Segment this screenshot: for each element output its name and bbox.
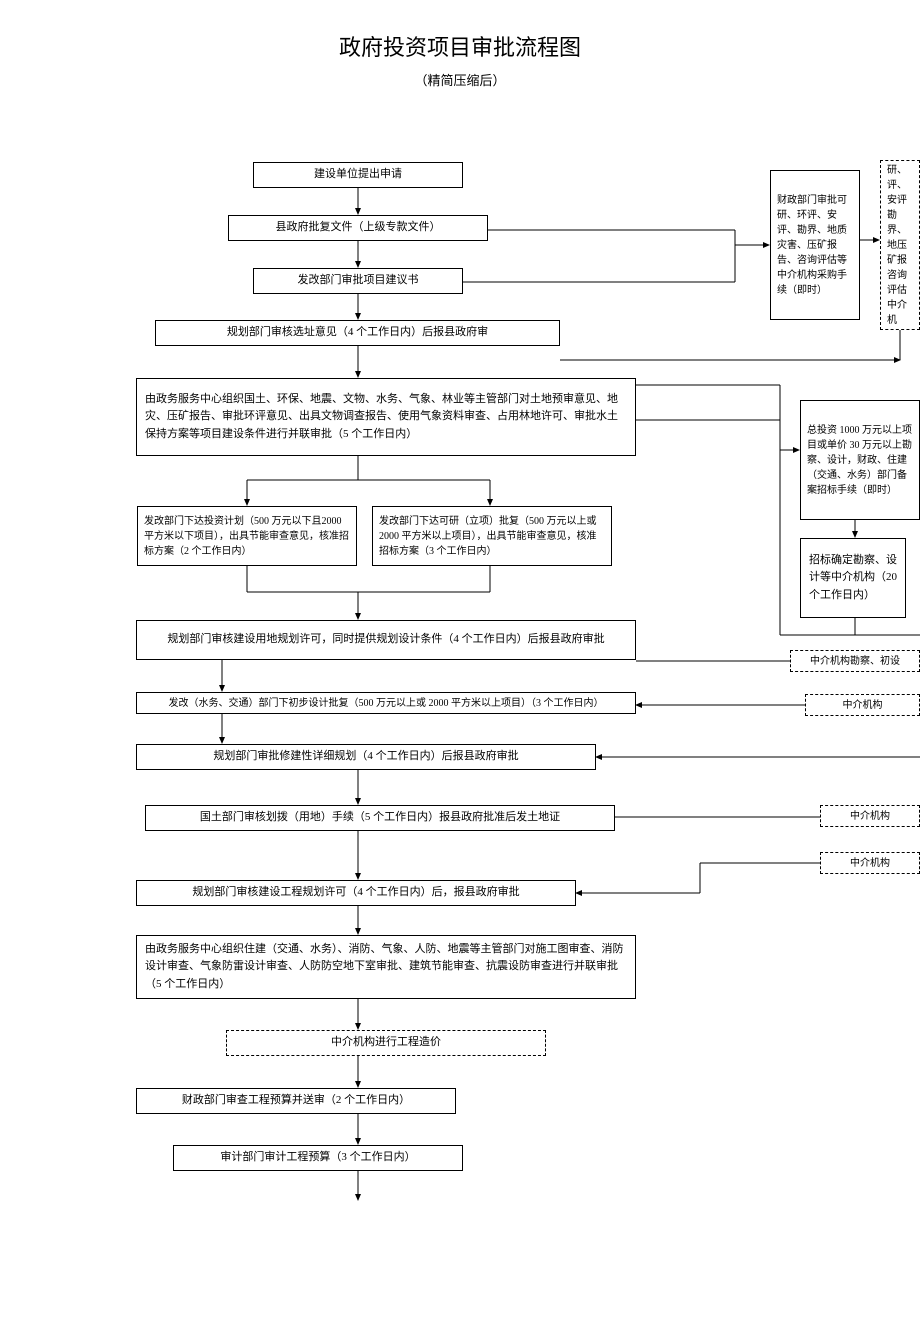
- node-detail-plan: 规划部门审批修建性详细规划（4 个工作日内）后报县政府审批: [136, 744, 596, 770]
- node-label: 国土部门审核划拨（用地）手续（5 个工作日内）报县政府批准后发土地证: [200, 809, 560, 827]
- node-label: 中介机构勘察、初设: [810, 654, 900, 669]
- node-cost-estimate: 中介机构进行工程造价: [226, 1030, 546, 1056]
- page-subtitle: （精简压缩后）: [0, 70, 920, 89]
- node-label: 总投资 1000 万元以上项目或单价 30 万元以上勘察、设计，财政、住建（交通…: [807, 423, 913, 498]
- node-label: 招标确定勘察、设计等中介机构（20 个工作日内）: [809, 552, 897, 605]
- node-label: 发改（水务、交通）部门下初步设计批复（500 万元以上或 2000 平方米以上项…: [169, 696, 604, 711]
- node-label: 财政部门审批可研、环评、安评、勘界、地质灾害、压矿报告、咨询评估等中介机构采购手…: [777, 193, 853, 298]
- node-budget-review: 财政部门审查工程预算并送审（2 个工作日内）: [136, 1088, 456, 1114]
- node-label: 财政部门审查工程预算并送审（2 个工作日内）: [182, 1092, 410, 1110]
- node-label: 发改部门下达可研（立项）批复（500 万元以上或 2000 平方米以上项目），出…: [379, 514, 605, 559]
- node-label: 县政府批复文件（上级专款文件）: [276, 219, 441, 237]
- side-finance-approve: 财政部门审批可研、环评、安评、勘界、地质灾害、压矿报告、咨询评估等中介机构采购手…: [770, 170, 860, 320]
- node-fagai-proposal: 发改部门审批项目建议书: [253, 268, 463, 294]
- node-apply: 建设单位提出申请: [253, 162, 463, 188]
- page-title: 政府投资项目审批流程图: [0, 30, 920, 62]
- node-invest-plan-b: 发改部门下达可研（立项）批复（500 万元以上或 2000 平方米以上项目），出…: [372, 506, 612, 566]
- node-label: 由政务服务中心组织国土、环保、地震、文物、水务、气象、林业等主管部门对土地预审意…: [145, 391, 627, 444]
- side-intermediary-2: 中介机构: [805, 694, 920, 716]
- node-construction-permit: 规划部门审核建设工程规划许可（4 个工作日内）后，报县政府审批: [136, 880, 576, 906]
- node-land-cert: 国土部门审核划拨（用地）手续（5 个工作日内）报县政府批准后发土地证: [145, 805, 615, 831]
- node-label: 发改部门审批项目建议书: [298, 272, 419, 290]
- node-label: 采购中心购可研、评、安评勘界、地压矿报咨询评估中介机（5-7 日工作）: [887, 160, 913, 330]
- node-label: 由政务服务中心组织住建（交通、水务）、消防、气象、人防、地震等主管部门对施工图审…: [145, 941, 627, 994]
- node-label: 规划部门审核建设用地规划许可，同时提供规划设计条件（4 个工作日内）后报县政府审…: [167, 631, 604, 649]
- node-land-planning-permit: 规划部门审核建设用地规划许可，同时提供规划设计条件（4 个工作日内）后报县政府审…: [136, 620, 636, 660]
- side-purchase-center: 采购中心购可研、评、安评勘界、地压矿报咨询评估中介机（5-7 日工作）: [880, 160, 920, 330]
- side-intermediary-3: 中介机构: [820, 805, 920, 827]
- node-label: 审计部门审计工程预算（3 个工作日内）: [220, 1149, 415, 1167]
- node-label: 中介机构: [850, 809, 890, 824]
- node-planning-site: 规划部门审核选址意见（4 个工作日内）后报县政府审: [155, 320, 560, 346]
- side-intermediary-4: 中介机构: [820, 852, 920, 874]
- node-label: 中介机构进行工程造价: [331, 1034, 441, 1052]
- node-invest-plan-a: 发改部门下达投资计划（500 万元以下且2000 平方米以下项目），出具节能审查…: [137, 506, 357, 566]
- node-label: 建设单位提出申请: [314, 166, 402, 184]
- node-label: 中介机构: [843, 698, 883, 713]
- node-county-approve: 县政府批复文件（上级专款文件）: [228, 215, 488, 241]
- node-joint-review-2: 由政务服务中心组织住建（交通、水务）、消防、气象、人防、地震等主管部门对施工图审…: [136, 935, 636, 999]
- node-label: 中介机构: [850, 856, 890, 871]
- node-prelim-design: 发改（水务、交通）部门下初步设计批复（500 万元以上或 2000 平方米以上项…: [136, 692, 636, 714]
- side-bid-determine: 招标确定勘察、设计等中介机构（20 个工作日内）: [800, 538, 906, 618]
- node-label: 规划部门审核建设工程规划许可（4 个工作日内）后，报县政府审批: [192, 884, 519, 902]
- side-total-invest: 总投资 1000 万元以上项目或单价 30 万元以上勘察、设计，财政、住建（交通…: [800, 400, 920, 520]
- node-label: 规划部门审批修建性详细规划（4 个工作日内）后报县政府审批: [213, 748, 518, 766]
- node-service-center-joint: 由政务服务中心组织国土、环保、地震、文物、水务、气象、林业等主管部门对土地预审意…: [136, 378, 636, 456]
- side-survey-prelim: 中介机构勘察、初设: [790, 650, 920, 672]
- node-audit: 审计部门审计工程预算（3 个工作日内）: [173, 1145, 463, 1171]
- node-label: 发改部门下达投资计划（500 万元以下且2000 平方米以下项目），出具节能审查…: [144, 514, 350, 559]
- node-label: 规划部门审核选址意见（4 个工作日内）后报县政府审: [227, 324, 488, 342]
